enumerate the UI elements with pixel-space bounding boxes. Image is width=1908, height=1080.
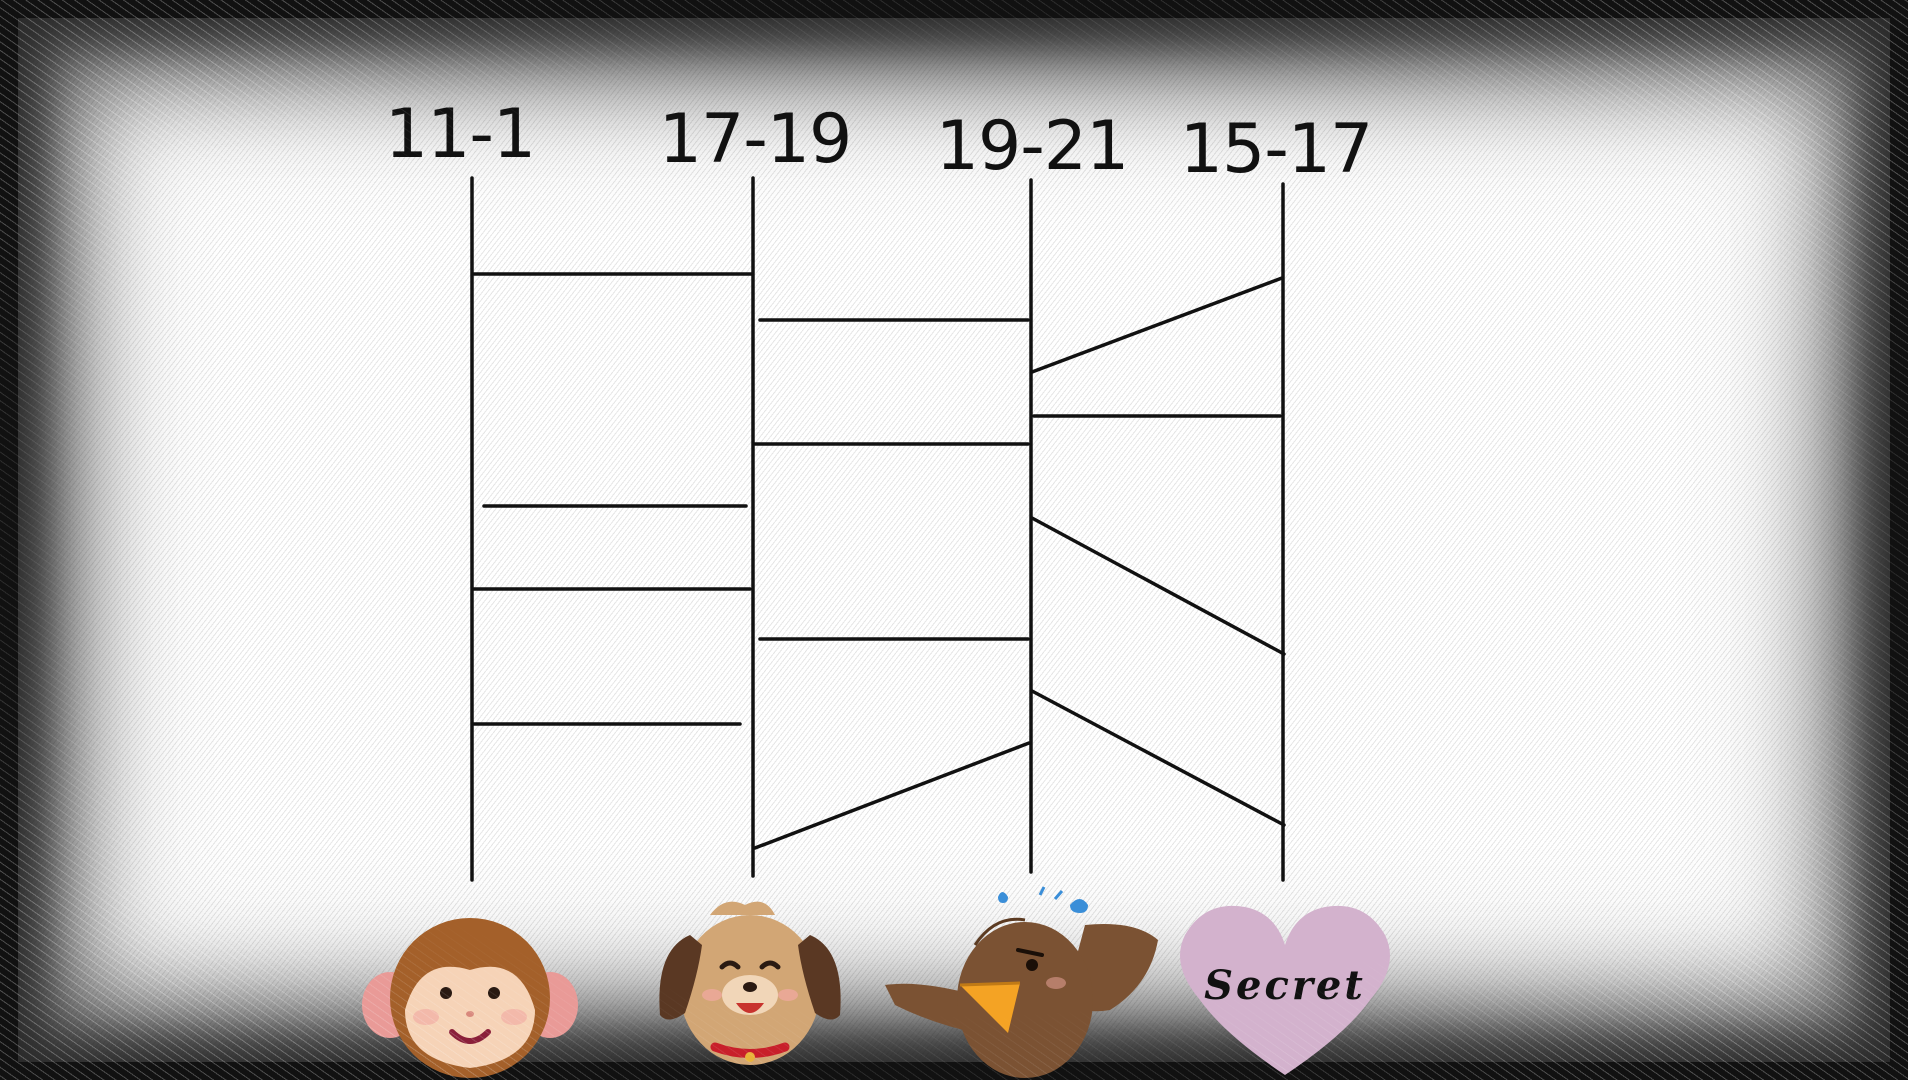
heart-icon[interactable] xyxy=(1165,895,1405,1080)
secret-label: Secret xyxy=(1204,962,1366,1009)
dog-icon[interactable] xyxy=(650,895,850,1080)
monkey-icon[interactable] xyxy=(360,910,580,1080)
column-label-2: 17-19 xyxy=(658,100,853,179)
column-label-3: 19-21 xyxy=(935,107,1130,186)
ladder-rung xyxy=(1030,516,1286,656)
ladder-rung xyxy=(1030,276,1284,374)
column-label-1: 11-1 xyxy=(384,95,536,174)
ladder-rung xyxy=(1030,689,1286,827)
column-label-4: 15-17 xyxy=(1179,110,1374,189)
bird-icon[interactable] xyxy=(880,885,1165,1080)
ladder-rung xyxy=(753,741,1031,850)
